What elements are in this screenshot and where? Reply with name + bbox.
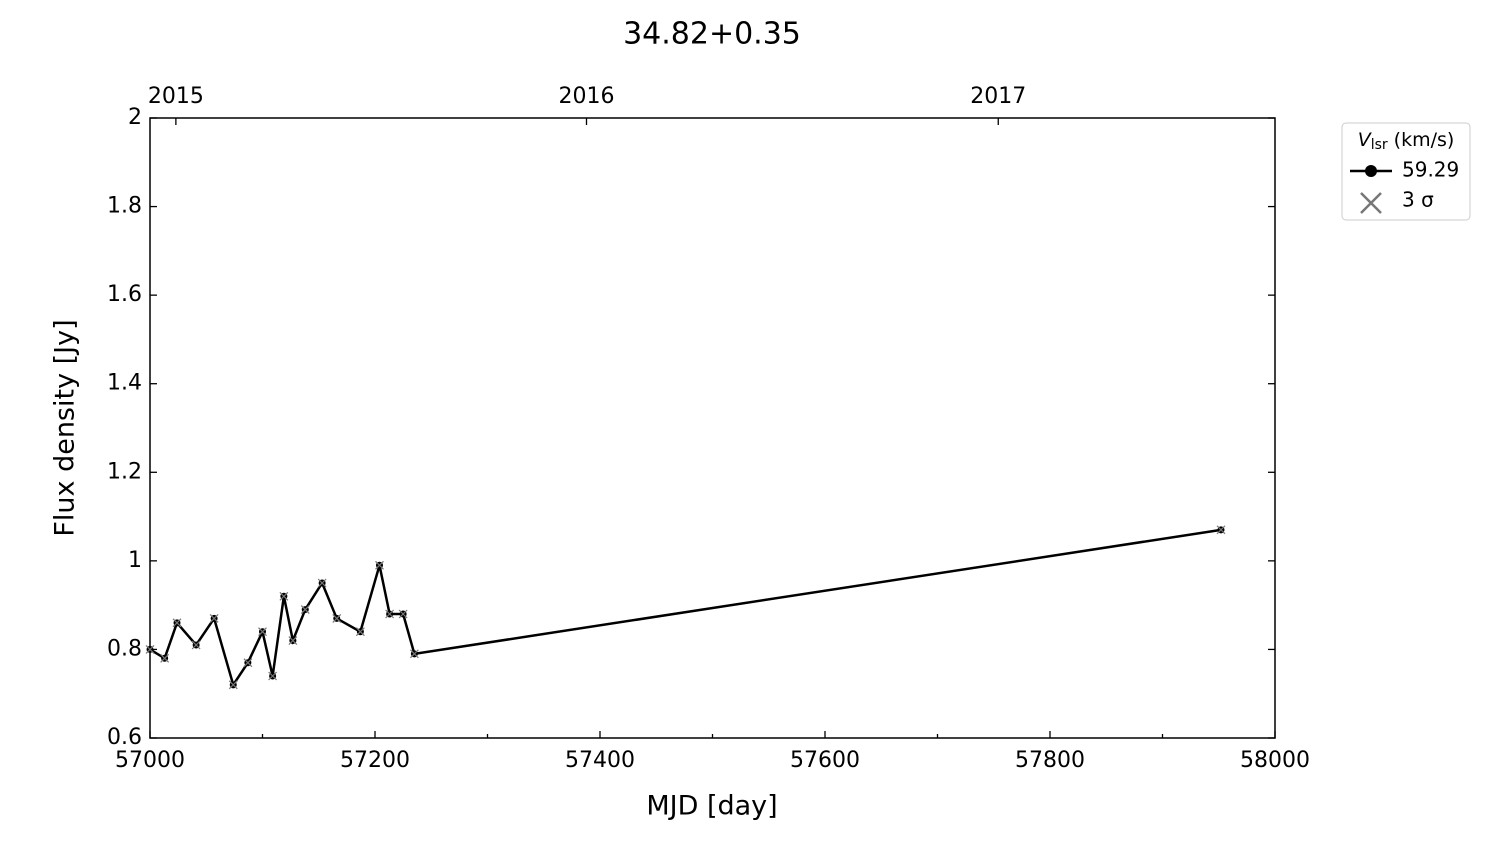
sigma-cross xyxy=(375,560,384,570)
plot-frame xyxy=(149,117,1276,739)
sigma-cross xyxy=(1216,525,1226,535)
x-axis-label: MJD [day] xyxy=(646,791,777,822)
sigma-cross xyxy=(279,591,289,601)
series-line xyxy=(149,528,1222,688)
sigma-cross xyxy=(332,614,342,623)
legend-sigma-marker xyxy=(1360,192,1382,214)
legend-title-symbol: V xyxy=(1358,129,1373,151)
sigma-cross xyxy=(191,640,201,650)
y-tick-label: 1.4 xyxy=(107,371,142,396)
sigma-cross xyxy=(288,636,298,645)
x-tick-label: 57600 xyxy=(790,748,860,773)
x-tick-label: 57200 xyxy=(340,748,410,773)
top-x-tick-label: 2017 xyxy=(970,84,1026,109)
y-tick-label: 1 xyxy=(128,548,142,573)
x-tick-label: 57800 xyxy=(1015,748,1085,773)
sigma-cross xyxy=(258,627,267,637)
chart-title: 34.82+0.35 xyxy=(623,17,801,52)
sigma-cross xyxy=(145,645,155,654)
top-x-tick-label: 2016 xyxy=(559,84,615,109)
sigma-cross xyxy=(243,658,253,668)
sigma-cross xyxy=(172,618,182,628)
top-x-tick-label: 2015 xyxy=(148,84,204,109)
sigma-cross xyxy=(409,649,419,659)
legend-box xyxy=(1341,122,1471,221)
y-tick-label: 0.6 xyxy=(107,725,142,750)
x-tick-label: 57000 xyxy=(115,748,185,773)
x-tick-label: 58000 xyxy=(1240,748,1310,773)
sigma-cross xyxy=(268,671,278,681)
sigma-cross xyxy=(398,609,408,619)
legend-sigma-label: 3 σ xyxy=(1402,188,1434,212)
sigma-cross xyxy=(209,614,219,623)
y-tick-label: 0.8 xyxy=(107,636,142,661)
legend-title-subscript: lsr xyxy=(1371,137,1388,153)
legend-label: 59.29 xyxy=(1402,158,1459,182)
legend-title-unit: (km/s) xyxy=(1394,129,1455,151)
sigma-cross xyxy=(300,605,310,614)
sigma-cross xyxy=(228,680,238,690)
y-tick-label: 2 xyxy=(128,105,142,130)
legend: Vlsr (km/s) 59.29 3 σ xyxy=(1341,122,1471,221)
y-axis-label: Flux density [Jy] xyxy=(50,319,81,536)
y-tick-label: 1.6 xyxy=(107,282,142,307)
sigma-cross xyxy=(160,653,170,663)
sigma-cross xyxy=(317,578,327,588)
sigma-cross xyxy=(385,609,395,619)
y-tick-label: 1.8 xyxy=(107,194,142,219)
legend-marker xyxy=(1365,165,1377,177)
legend-title: Vlsr (km/s) xyxy=(1358,129,1455,154)
y-tick-label: 1.2 xyxy=(107,459,142,484)
sigma-cross xyxy=(355,627,365,637)
x-tick-label: 57400 xyxy=(565,748,635,773)
